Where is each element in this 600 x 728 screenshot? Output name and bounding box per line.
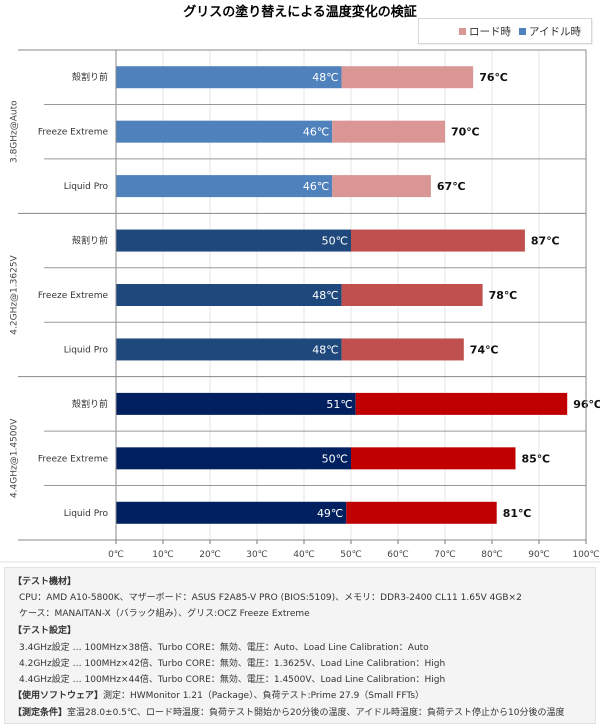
- data-label-load: 74℃: [470, 343, 499, 356]
- legend: ロード時 アイドル時: [418, 18, 592, 44]
- data-label-idle: 50℃: [322, 235, 348, 248]
- category-label: Freeze Extreme: [38, 454, 109, 464]
- data-label-idle: 51℃: [326, 398, 352, 411]
- x-tick-label: 70℃: [434, 550, 456, 560]
- bar-idle: [116, 392, 356, 415]
- data-label-idle: 46℃: [303, 126, 329, 139]
- bar-load: [351, 229, 525, 252]
- data-label-idle: 50℃: [322, 452, 348, 465]
- bar-load: [332, 120, 445, 143]
- info-software-line: 【使用ソフトウェア】測定：HWMonitor 1.21（Package）、負荷テ…: [13, 688, 424, 701]
- data-labels: 48℃ 76℃ 46℃ 70℃ 46℃ 67℃ 50℃ 87℃ 48℃ 78℃ 48℃ 74℃ 51℃ 9…: [303, 71, 600, 520]
- info-conditions-heading: 【測定条件】: [13, 708, 68, 718]
- data-label-idle: 48℃: [312, 289, 338, 302]
- info-equipment-line-2: ケース：MANAITAN-X（バラック組み）、グリス:OCZ Freeze Ex…: [19, 609, 310, 619]
- x-tick-label: 20℃: [199, 550, 221, 560]
- data-label-load: 85℃: [522, 452, 551, 465]
- bar-load: [332, 175, 431, 198]
- data-label-load: 96℃: [573, 398, 600, 411]
- bar-load: [341, 66, 474, 89]
- test-info-panel: 【テスト機材】 CPU：AMD A10-5800K、マザーボード：ASUS F2…: [4, 567, 596, 724]
- data-label-idle: 46℃: [303, 180, 329, 193]
- info-settings-heading: 【テスト設定】: [13, 626, 77, 636]
- x-tick-label: 50℃: [340, 550, 362, 560]
- axes: 0℃ 10℃ 20℃ 30℃ 40℃ 50℃ 60℃ 70℃ 80℃ 90℃ 100℃ 3.8GHz@…: [0, 49, 600, 563]
- bar-idle: [116, 284, 342, 306]
- info-software-heading: 【使用ソフトウェア】: [13, 691, 104, 701]
- bar-idle: [116, 338, 342, 361]
- data-label-load: 76℃: [479, 71, 508, 84]
- group-label: 4.4GHz@1.4500V: [10, 418, 20, 498]
- legend-item-load: ロード時: [459, 24, 511, 39]
- bar-load: [351, 447, 516, 470]
- data-label-idle: 48℃: [312, 343, 338, 356]
- category-label: 殻割り前: [72, 71, 108, 83]
- bar-idle: [116, 120, 333, 143]
- category-label: Freeze Extreme: [38, 128, 109, 138]
- info-equipment-heading: 【テスト機材】: [13, 577, 77, 587]
- chart-title: グリスの塗り替えによる温度変化の検証: [183, 4, 417, 20]
- category-label: Liquid Pro: [64, 182, 109, 192]
- data-label-load: 78℃: [489, 289, 518, 302]
- info-conditions-text: 室温28.0±0.5℃、ロード時温度：負荷テスト開始から20分後の温度、アイドル…: [67, 708, 565, 718]
- group-label: 4.2GHz@1.3625V: [10, 254, 20, 334]
- x-tick-label: 80℃: [481, 550, 503, 560]
- info-settings-line-2: 4.2GHz設定 … 100MHz×42倍、Turbo CORE：無効、電圧：1…: [19, 659, 446, 669]
- legend-swatch-idle: [519, 27, 526, 35]
- x-tick-label: 60℃: [387, 550, 409, 560]
- bar-load: [346, 501, 497, 524]
- bar-chart: グリスの塗り替えによる温度変化の検証 48℃ 76℃ 46℃ 70℃ 46℃ 67℃ 50℃…: [0, 4, 600, 563]
- legend-item-idle: アイドル時: [519, 24, 581, 39]
- bar-load: [355, 392, 568, 415]
- info-settings-line-1: 3.4GHz設定 … 100MHz×38倍、Turbo CORE：無効、電圧：A…: [19, 643, 429, 653]
- legend-swatch-load: [459, 27, 466, 35]
- x-tick-label: 30℃: [246, 550, 268, 560]
- category-label: 殻割り前: [72, 398, 108, 410]
- x-tick-label: 40℃: [293, 550, 315, 560]
- legend-label-load: ロード時: [469, 26, 511, 38]
- x-tick-label: 90℃: [528, 550, 550, 560]
- data-label-load: 70℃: [451, 126, 480, 139]
- bar-idle: [116, 501, 347, 524]
- bars: [116, 66, 568, 524]
- category-label: Liquid Pro: [64, 509, 109, 519]
- bar-load: [341, 338, 464, 361]
- category-label: Liquid Pro: [64, 345, 109, 355]
- x-tick-label: 100℃: [572, 550, 599, 560]
- x-tick-label: 10℃: [152, 550, 174, 560]
- info-equipment-line-1: CPU：AMD A10-5800K、マザーボード：ASUS F2A85-V PR…: [19, 593, 522, 603]
- group-label: 3.8GHz@Auto: [10, 100, 20, 163]
- bar-load: [341, 284, 483, 306]
- bar-idle: [116, 229, 351, 252]
- category-label: 殻割り前: [72, 235, 108, 247]
- data-label-load: 87℃: [531, 235, 560, 248]
- info-conditions-line: 【測定条件】室温28.0±0.5℃、ロード時温度：負荷テスト開始から20分後の温…: [13, 705, 564, 718]
- data-label-load: 67℃: [437, 180, 466, 193]
- info-software-text: 測定：HWMonitor 1.21（Package）、負荷テスト:Prime 2…: [103, 691, 425, 701]
- x-tick-label: 0℃: [108, 550, 124, 560]
- data-label-idle: 48℃: [312, 71, 338, 84]
- category-label: Freeze Extreme: [38, 291, 109, 301]
- data-label-load: 81℃: [503, 507, 532, 520]
- bar-idle: [116, 447, 351, 470]
- legend-label-idle: アイドル時: [529, 26, 581, 38]
- info-settings-line-3: 4.4GHz設定 … 100MHz×44倍、Turbo CORE：無効、電圧：1…: [19, 675, 446, 685]
- chart-area: グリスの塗り替えによる温度変化の検証 48℃ 76℃ 46℃ 70℃ 46℃ 67℃ 50℃…: [0, 4, 600, 563]
- bar-idle: [116, 175, 333, 198]
- data-label-idle: 49℃: [317, 507, 343, 520]
- bar-idle: [116, 66, 342, 89]
